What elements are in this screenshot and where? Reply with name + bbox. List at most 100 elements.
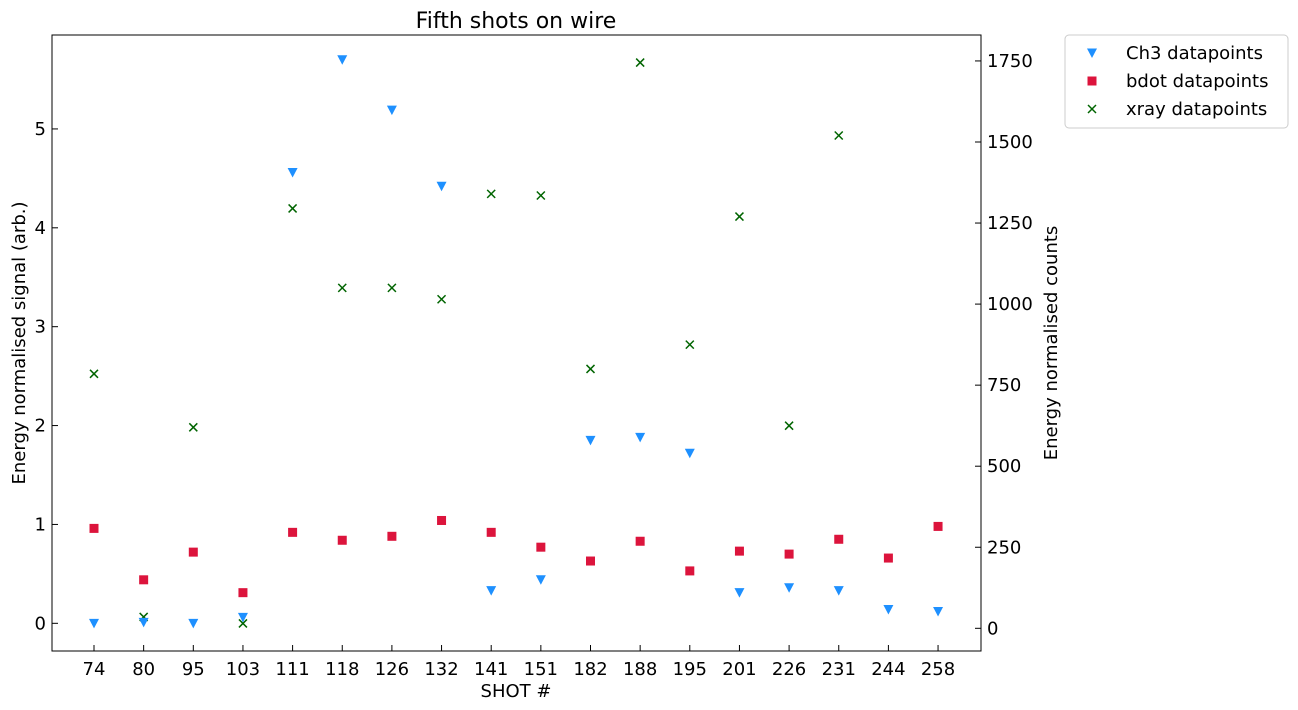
right-y-axis-label: Energy normalised counts bbox=[1041, 226, 1062, 461]
ch3-point bbox=[89, 618, 99, 629]
x-tick-label: 126 bbox=[375, 659, 409, 680]
ch3-point bbox=[684, 448, 695, 459]
xray-point bbox=[89, 369, 99, 379]
bdot-point bbox=[536, 542, 546, 552]
bdot-point bbox=[238, 588, 248, 598]
left-y-tick-label: 0 bbox=[35, 613, 46, 634]
xray-point bbox=[734, 212, 744, 222]
xray-point bbox=[337, 283, 347, 293]
xray-point bbox=[188, 422, 198, 432]
bdot-point bbox=[734, 546, 744, 556]
xray-point bbox=[834, 130, 844, 141]
bdot-point bbox=[685, 566, 695, 576]
right-y-tick-label: 750 bbox=[987, 375, 1021, 396]
x-tick-label: 118 bbox=[325, 659, 359, 680]
ch3-point bbox=[784, 583, 795, 593]
bdot-point bbox=[883, 553, 893, 563]
xray-point bbox=[437, 294, 447, 304]
ch3-point bbox=[436, 181, 447, 192]
left-y-axis-label: Energy normalised signal (arb.) bbox=[9, 202, 30, 485]
x-tick-label: 182 bbox=[573, 659, 607, 680]
xray-point bbox=[486, 189, 496, 199]
x-axis: 74 80 95 103 111 118 126 132 141 151 182 188 195 201 2… bbox=[83, 645, 955, 680]
bdot-point bbox=[834, 534, 844, 544]
ch3-point bbox=[585, 435, 596, 446]
legend-entry: xray datapoints bbox=[1126, 99, 1267, 120]
xray-point bbox=[387, 283, 397, 293]
x-tick-label: 132 bbox=[424, 659, 458, 680]
x-tick-label: 188 bbox=[623, 659, 657, 680]
plot-frame bbox=[51, 34, 982, 652]
x-tick-label: 231 bbox=[822, 659, 856, 680]
legend-entry: Ch3 datapoints bbox=[1126, 43, 1263, 64]
right-y-tick-label: 1250 bbox=[987, 213, 1033, 234]
x-tick-label: 74 bbox=[83, 659, 106, 680]
xray-point bbox=[238, 618, 248, 628]
bdot-legend-marker bbox=[1087, 76, 1097, 86]
bdot-point bbox=[586, 556, 595, 566]
x-tick-label: 80 bbox=[132, 659, 155, 680]
right-y-tick-label: 250 bbox=[987, 537, 1021, 558]
x-tick-label: 111 bbox=[275, 659, 309, 680]
chart-title: Fifth shots on wire bbox=[416, 9, 617, 34]
ch3-point bbox=[833, 586, 844, 596]
x-tick-label: 151 bbox=[524, 659, 558, 680]
ch3-point bbox=[486, 586, 497, 596]
bdot-point bbox=[139, 575, 149, 585]
xray-point bbox=[585, 364, 596, 374]
x-tick-label: 258 bbox=[921, 659, 955, 680]
ch3-point bbox=[138, 617, 149, 628]
xray-point bbox=[288, 203, 298, 213]
xray-point bbox=[536, 190, 546, 201]
x-tick-label: 201 bbox=[722, 659, 756, 680]
bdot-point bbox=[933, 521, 943, 531]
bdot-point bbox=[288, 527, 298, 537]
ch3-point bbox=[883, 604, 894, 615]
x-tick-label: 141 bbox=[474, 659, 508, 680]
x-tick-label: 244 bbox=[871, 659, 905, 680]
right-y-tick-label: 0 bbox=[987, 618, 998, 639]
x-tick-label: 103 bbox=[226, 659, 260, 680]
data-points bbox=[89, 55, 944, 629]
ch3-point bbox=[386, 105, 397, 116]
bdot-point bbox=[188, 547, 198, 557]
x-tick-label: 226 bbox=[772, 659, 806, 680]
ch3-point bbox=[237, 612, 248, 623]
x-tick-label: 95 bbox=[182, 659, 205, 680]
bdot-point bbox=[486, 527, 496, 537]
ch3-point bbox=[535, 575, 546, 585]
left-y-tick-label: 2 bbox=[35, 416, 46, 437]
right-y-tick-label: 1000 bbox=[987, 294, 1033, 315]
right-y-tick-label: 500 bbox=[987, 456, 1021, 477]
x-tick-label: 195 bbox=[673, 659, 707, 680]
left-y-tick-label: 4 bbox=[35, 218, 46, 239]
bdot-point bbox=[437, 515, 447, 525]
ch3-point bbox=[933, 606, 944, 617]
xray-point bbox=[635, 58, 645, 68]
bdot-point bbox=[337, 535, 347, 545]
left-y-tick-label: 3 bbox=[35, 317, 46, 338]
legend-entry: bdot datapoints bbox=[1126, 71, 1268, 92]
bdot-point bbox=[387, 531, 397, 541]
left-y-tick-label: 1 bbox=[35, 514, 46, 535]
ch3-point bbox=[734, 588, 745, 598]
legend-box bbox=[1064, 34, 1289, 129]
ch3-point bbox=[188, 618, 199, 629]
ch3-point bbox=[287, 167, 298, 178]
bdot-point bbox=[635, 536, 645, 546]
bdot-point bbox=[784, 549, 794, 559]
bdot-point bbox=[89, 523, 99, 533]
xray-legend-marker bbox=[1087, 104, 1097, 114]
left-y-tick-label: 5 bbox=[35, 119, 46, 140]
x-axis-label: SHOT # bbox=[481, 681, 552, 702]
right-y-tick-label: 1750 bbox=[987, 51, 1033, 72]
xray-point bbox=[685, 340, 695, 350]
ch3-legend-marker bbox=[1087, 48, 1097, 58]
left-y-axis: 0 1 2 3 4 5 bbox=[35, 119, 58, 634]
xray-point bbox=[784, 421, 794, 431]
ch3-point bbox=[635, 432, 646, 443]
ch3-point bbox=[337, 55, 348, 65]
right-y-axis: 0 250 500 750 1000 1250 1500 1750 bbox=[975, 51, 1033, 639]
legend: Ch3 datapoints bdot datapoints xray datapo… bbox=[1064, 34, 1289, 129]
